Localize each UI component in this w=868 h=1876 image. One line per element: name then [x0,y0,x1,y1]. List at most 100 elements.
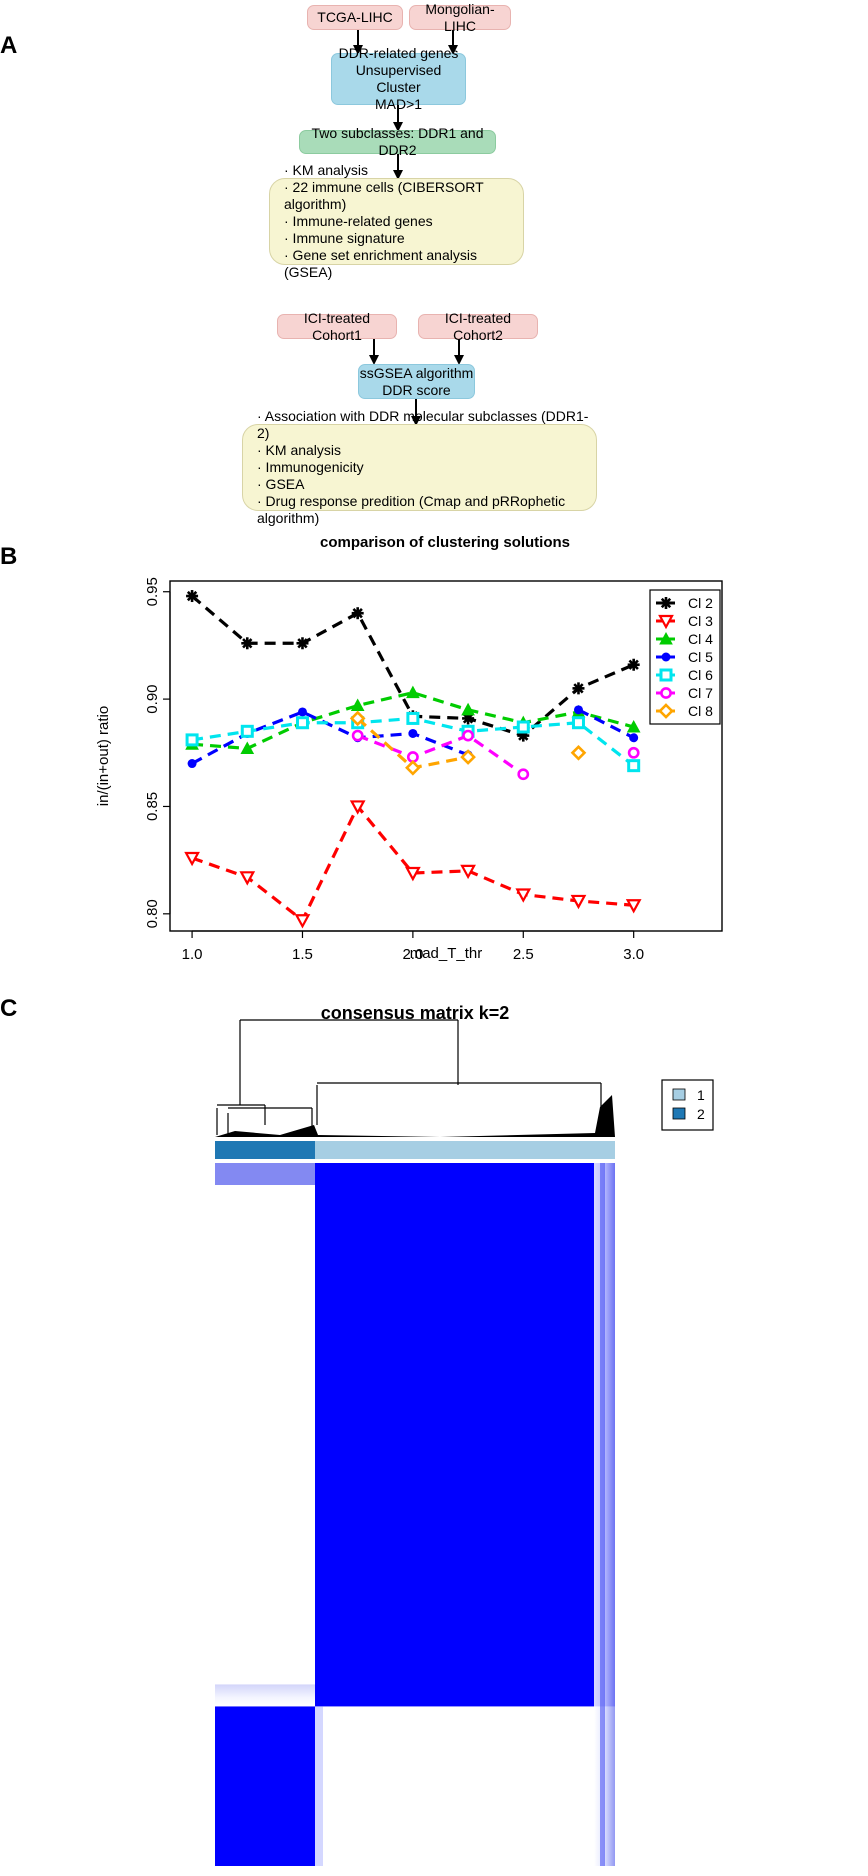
legend-label-cl-2: Cl 2 [688,595,713,611]
heatmap-legend-swatch-1 [672,1088,686,1101]
heatmap-legend-box [661,1079,714,1131]
data-point-cl-3 [570,894,587,910]
data-point-cl-8 [570,744,587,761]
x-axis-label: mad_T_thr [410,945,483,962]
y-axis-label: in/(in+out) ratio [95,706,112,806]
y-tick-label: 0.80 [144,899,161,928]
consensus-matrix: consensus matrix k=2 1 2 [215,1003,714,1866]
data-point-cl-3 [294,914,311,929]
analysis-item: · Association with DDR molecular subclas… [257,408,589,441]
cluster-line-3: MAD>1 [374,96,423,112]
dendrogram [216,1019,602,1137]
series-line-cl-3 [191,803,634,923]
analysis-item: · Immunogenicity [257,459,364,475]
legend-label-cl-7: Cl 7 [688,685,713,701]
source-mongolian-lihc: Mongolian-LIHC [409,1,511,34]
series-line-cl-7 [357,733,525,776]
panel-label-c: C [0,995,18,1022]
y-tick-label: 0.85 [144,792,161,821]
analysis-item: · Drug response predition (Cmap and pRRo… [257,493,566,526]
data-point-cl-2 [241,637,254,650]
legend-marker-cl-3 [658,614,674,630]
cluster-2-block [215,1706,315,1866]
data-point-cl-6 [406,711,420,725]
legend-label-cl-5: Cl 5 [688,649,713,665]
legend-label-cl-3: Cl 3 [688,613,713,629]
data-point-cl-6 [240,724,254,738]
data-point-cl-2 [186,590,199,603]
dendrogram-leaves [215,1095,615,1137]
matrix-lower-fade [215,1684,315,1707]
data-point-cl-7 [627,746,640,759]
series-cl-7 [351,729,640,781]
source-cohort2-label: ICI-treated Cohort2 [444,309,512,343]
data-point-cl-2 [627,658,640,671]
heatmap-title: consensus matrix k=2 [321,1003,510,1023]
analyses-box-top: · KM analysis · 22 immune cells (CIBERSO… [269,162,524,280]
source-tcga-lihc-label: TCGA-LIHC [317,9,393,25]
data-point-cl-7 [517,768,530,781]
score-line-2: DDR score [382,381,451,398]
data-point-cl-4 [350,698,365,712]
analysis-item: · KM analysis [257,442,342,458]
source-cohort1: ICI-treated Cohort1 [277,310,397,343]
y-tick-label: 0.95 [144,577,161,606]
data-point-cl-8 [405,759,421,776]
analysis-item: · GSEA [257,476,305,492]
score-line-1: ssGSEA algorithm [359,364,474,381]
flow-arrows-top [353,30,458,180]
chart-title: comparison of clustering solutions [320,534,570,551]
heatmap-legend-swatch-2 [672,1107,686,1120]
subclasses-box: Two subclasses: DDR1 and DDR2 [299,125,496,158]
panel-label-b: B [0,543,18,570]
series-line-cl-5 [191,710,469,765]
data-point-cl-4 [240,741,255,754]
cluster-line-2: Unsupervised Cluster [355,62,442,95]
source-mongolian-lihc-label: Mongolian-LIHC [425,0,495,34]
data-point-cl-4 [406,685,420,699]
flow-arrows-bottom [369,339,464,426]
score-box: ssGSEA algorithm DDR score [358,364,475,399]
series-line-cl-4 [191,690,635,751]
x-tick-label: 3.0 [623,946,644,963]
analysis-item: · 22 immune cells (CIBERSORT algorithm) [284,179,484,212]
data-point-cl-2 [572,682,585,695]
heatmap-legend-label-1: 1 [697,1087,705,1103]
x-tick-label: 1.0 [182,946,203,963]
data-point-cl-5 [573,705,583,715]
data-point-cl-5 [629,733,639,743]
data-point-cl-3 [184,851,200,867]
series-cl-8 [349,710,587,776]
data-point-cl-4 [626,719,641,733]
data-point-cl-8 [349,710,366,727]
legend-marker-cl-5 [661,652,671,662]
legend-marker-cl-4 [659,631,673,645]
legend-marker-cl-7 [660,687,672,699]
data-point-cl-3 [460,864,476,880]
data-point-cl-6 [516,720,530,734]
analysis-item: · KM analysis [284,162,369,178]
panel-label-a: A [0,32,18,59]
data-point-cl-6 [295,716,309,730]
legend-label-cl-4: Cl 4 [688,631,713,647]
y-tick-label: 0.90 [144,684,161,713]
cluster-line-1: DDR-related genes [338,45,459,61]
data-point-cl-6 [571,716,585,730]
legend-label-cl-8: Cl 8 [688,703,713,719]
data-point-cl-8 [460,749,476,765]
data-point-cl-6 [627,759,641,773]
data-point-cl-7 [351,729,364,742]
data-point-cl-3 [625,899,642,914]
matrix-right-stripe [600,1163,605,1866]
legend-label-cl-6: Cl 6 [688,667,713,683]
legend-marker-cl-6 [659,668,673,682]
data-point-cl-4 [461,702,475,716]
cluster-1-block [315,1163,615,1707]
subclasses-label: Two subclasses: DDR1 and DDR2 [311,125,484,158]
series-cl-3 [184,800,642,929]
source-cohort2: ICI-treated Cohort2 [418,310,538,343]
data-point-cl-5 [187,759,197,769]
plot-frame [169,580,723,932]
legend-marker-cl-2 [660,597,672,609]
source-tcga-lihc: TCGA-LIHC [307,5,403,30]
